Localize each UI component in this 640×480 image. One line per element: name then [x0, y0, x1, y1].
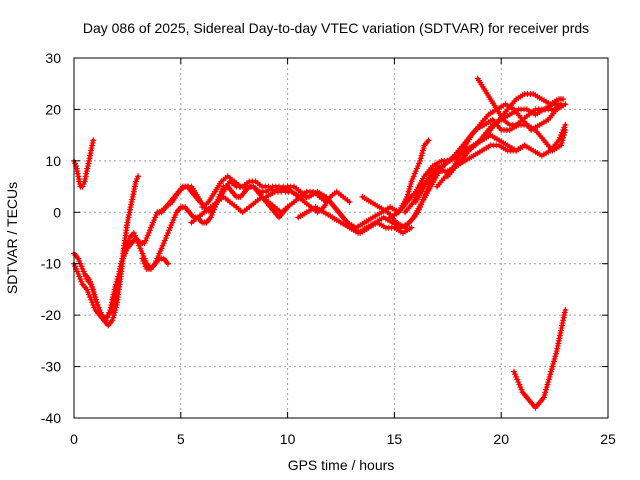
x-tick-label: 5: [177, 431, 185, 447]
y-tick-label: -30: [41, 359, 61, 375]
plus-markers: [71, 173, 142, 329]
series-trace-18: [474, 75, 564, 128]
series-trace-17: [444, 121, 569, 180]
series-trace-1: [71, 137, 97, 190]
plus-markers: [444, 121, 569, 180]
y-tick-label: 10: [45, 153, 61, 169]
x-tick-label: 15: [387, 431, 403, 447]
grid-layer: [73, 57, 609, 419]
series-trace-19: [511, 307, 569, 411]
y-tick-label: -10: [41, 256, 61, 272]
chart-title: Day 086 of 2025, Sidereal Day-to-day VTE…: [83, 20, 589, 36]
plot-frame: [73, 57, 609, 419]
x-tick-label: 25: [600, 431, 616, 447]
y-tick-label: -20: [41, 307, 61, 323]
y-tick-label: 20: [45, 101, 61, 117]
x-tick-label: 20: [493, 431, 509, 447]
trace-line: [512, 308, 567, 410]
y-tick-label: -40: [41, 410, 61, 426]
trace-layer: [71, 75, 569, 411]
y-axis-label: SDTVAR / TECUs: [4, 182, 20, 294]
plus-markers: [474, 75, 564, 128]
plus-markers: [71, 137, 97, 190]
series-trace-2: [71, 173, 142, 329]
x-tick-label: 0: [70, 431, 78, 447]
plus-markers: [511, 307, 569, 411]
x-tick-label: 10: [280, 431, 296, 447]
x-axis-label: GPS time / hours: [288, 457, 395, 473]
tick-layer: 0 5 10 15 20 25 30 20 10 0 -10 -20 -30 -40: [41, 50, 616, 447]
y-tick-label: 0: [53, 204, 61, 220]
y-tick-label: 30: [45, 50, 61, 66]
